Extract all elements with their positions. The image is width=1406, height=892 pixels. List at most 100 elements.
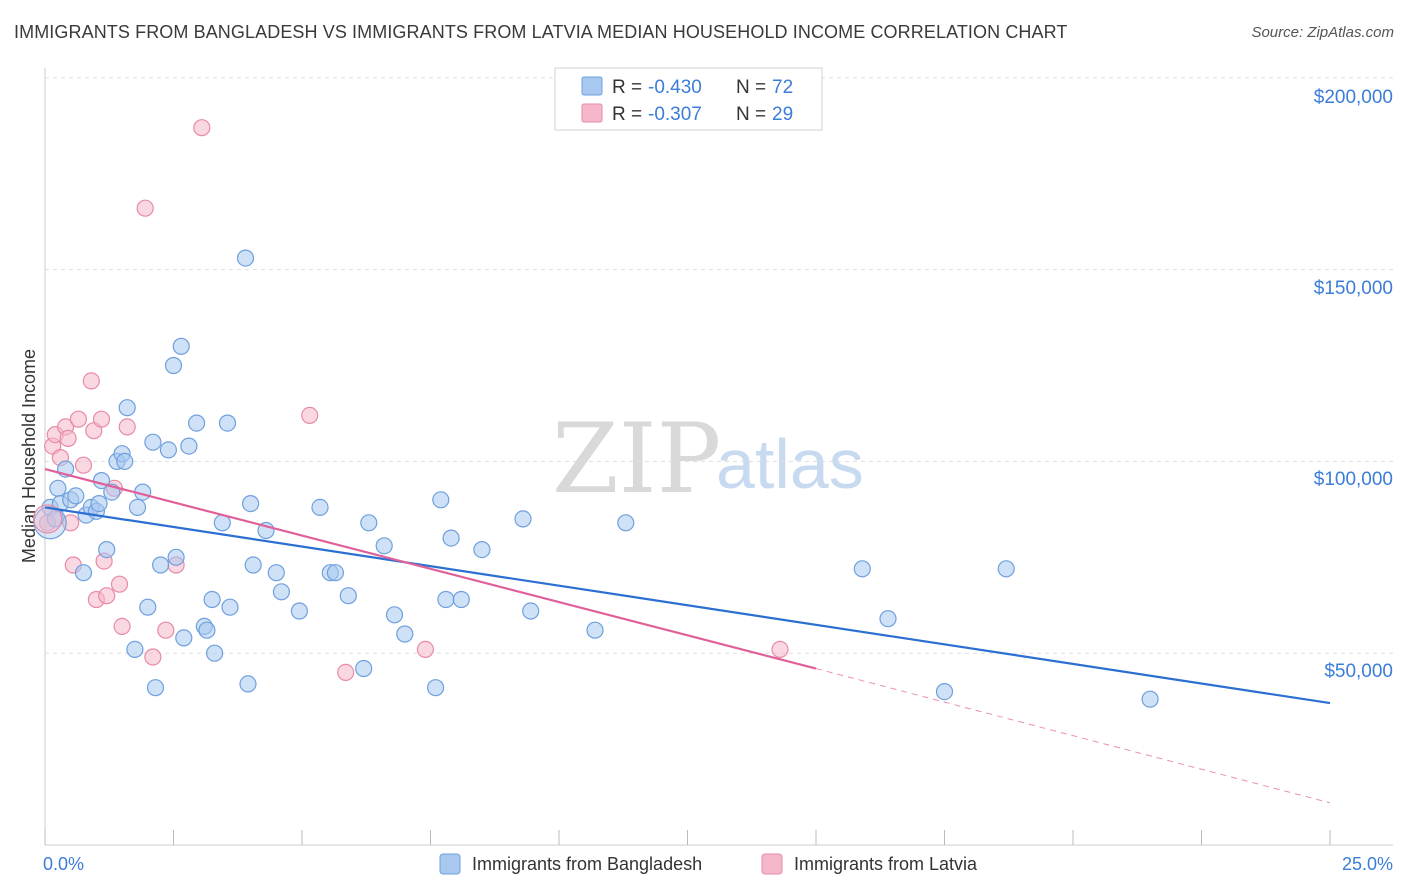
bangladesh-point xyxy=(206,644,224,662)
watermark-zip: ZIP xyxy=(552,403,721,515)
bangladesh-point xyxy=(218,414,237,432)
bangladesh-point xyxy=(98,540,116,559)
bangladesh-point xyxy=(522,602,540,620)
bangladesh-point xyxy=(118,399,136,417)
bangladesh-point xyxy=(188,414,206,432)
bangladesh-point xyxy=(116,452,134,470)
latvia-point xyxy=(416,640,434,659)
latvia-point xyxy=(110,575,129,593)
bangladesh-point xyxy=(326,564,344,582)
bangladesh-point xyxy=(473,540,491,559)
watermark-atlas: atlas xyxy=(716,425,864,503)
latvia-point xyxy=(118,418,136,436)
bangladesh-point xyxy=(442,529,460,547)
latvia-point xyxy=(113,617,131,636)
latvia-point xyxy=(136,199,154,217)
legend-r-label: R = xyxy=(612,104,642,125)
bangladesh-point xyxy=(167,548,185,566)
latvia-point xyxy=(144,648,162,666)
latvia-point xyxy=(771,640,789,659)
bangladesh-point xyxy=(221,598,239,616)
latvia-point xyxy=(193,119,211,137)
bangladesh-point xyxy=(159,441,177,459)
bangladesh-point xyxy=(67,487,85,505)
series-legend: Immigrants from Bangladesh Immigrants fr… xyxy=(439,853,978,875)
bangladesh-point xyxy=(879,610,897,628)
series-swatch-latvia xyxy=(761,853,783,875)
bangladesh-point xyxy=(146,679,165,697)
legend-r-value: -0.430 xyxy=(648,77,702,98)
bangladesh-point xyxy=(46,510,64,528)
y-tick-label: $100,000 xyxy=(1314,469,1393,490)
series-label-latvia: Immigrants from Latvia xyxy=(794,854,978,874)
legend-n-value: 29 xyxy=(772,104,793,125)
y-tick-label: $200,000 xyxy=(1314,87,1393,108)
legend-n-label: N = xyxy=(736,104,766,125)
bangladesh-point xyxy=(339,587,357,605)
latvia-trend-line xyxy=(44,468,817,670)
y-tick-label: $150,000 xyxy=(1314,278,1393,299)
bangladesh-point xyxy=(437,590,455,609)
bangladesh-point xyxy=(311,498,329,516)
bangladesh-point xyxy=(49,479,67,497)
bangladesh-point xyxy=(175,629,193,647)
bangladesh-point xyxy=(396,625,414,643)
bangladesh-point xyxy=(853,560,871,578)
bangladesh-point xyxy=(242,495,260,513)
latvia-point xyxy=(98,587,116,605)
bangladesh-point xyxy=(126,640,144,659)
bangladesh-point xyxy=(164,356,183,375)
bangladesh-point xyxy=(267,564,285,582)
latvia-point xyxy=(69,410,88,428)
latvia-point xyxy=(74,456,93,474)
chart-title: IMMIGRANTS FROM BANGLADESH VS IMMIGRANTS… xyxy=(14,22,1068,42)
bangladesh-point xyxy=(375,537,393,555)
bangladesh-point xyxy=(139,598,157,616)
x-tick-label-min: 0.0% xyxy=(43,854,84,874)
latvia-cluster-point xyxy=(32,504,63,534)
latvia-point xyxy=(59,429,77,447)
legend-r-value: -0.307 xyxy=(648,104,702,125)
bangladesh-point xyxy=(290,602,308,620)
bangladesh-point xyxy=(997,560,1015,578)
latvia-point xyxy=(301,406,319,424)
bangladesh-point xyxy=(355,659,373,678)
latvia-point xyxy=(337,663,355,682)
bangladesh-point xyxy=(514,510,532,528)
bangladesh-point xyxy=(180,437,198,455)
bangladesh-point xyxy=(128,498,147,516)
legend-r-label: R = xyxy=(612,77,642,98)
y-axis-label: Median Household Income xyxy=(19,349,39,563)
bangladesh-point xyxy=(74,564,93,582)
series-swatch-bangladesh xyxy=(439,853,461,875)
y-tick-labels: $50,000 $100,000 $150,000 $200,000 xyxy=(1314,87,1393,682)
bangladesh-point xyxy=(360,514,378,532)
bangladesh-point xyxy=(272,583,290,601)
stats-legend: R = -0.430 N = 72 R = -0.307 N = 29 xyxy=(554,67,823,131)
x-tick-label-max: 25.0% xyxy=(1342,854,1393,874)
latvia-trend-extension xyxy=(815,668,1331,804)
latvia-point xyxy=(157,621,175,639)
legend-n-value: 72 xyxy=(772,77,793,98)
bangladesh-point xyxy=(236,249,255,267)
bangladesh-point xyxy=(617,514,635,532)
bangladesh-point xyxy=(203,590,221,609)
bangladesh-point xyxy=(385,606,404,624)
bangladesh-point xyxy=(152,556,170,574)
bangladesh-point xyxy=(144,433,162,451)
bangladesh-point xyxy=(90,495,108,513)
legend-swatch-latvia xyxy=(581,103,603,123)
axes xyxy=(44,68,1393,846)
series-label-bangladesh: Immigrants from Bangladesh xyxy=(472,854,702,874)
bangladesh-point xyxy=(935,682,954,701)
source-label: Source: ZipAtlas.com xyxy=(1251,24,1394,41)
bangladesh-point xyxy=(452,590,470,609)
bangladesh-point xyxy=(239,675,257,693)
legend-n-label: N = xyxy=(736,77,766,98)
latvia-point xyxy=(82,372,100,390)
y-tick-label: $50,000 xyxy=(1324,661,1393,682)
bangladesh-point xyxy=(172,337,190,355)
latvia-point xyxy=(92,410,111,428)
x-tick-marks xyxy=(44,830,1331,845)
bangladesh-point xyxy=(244,556,262,574)
